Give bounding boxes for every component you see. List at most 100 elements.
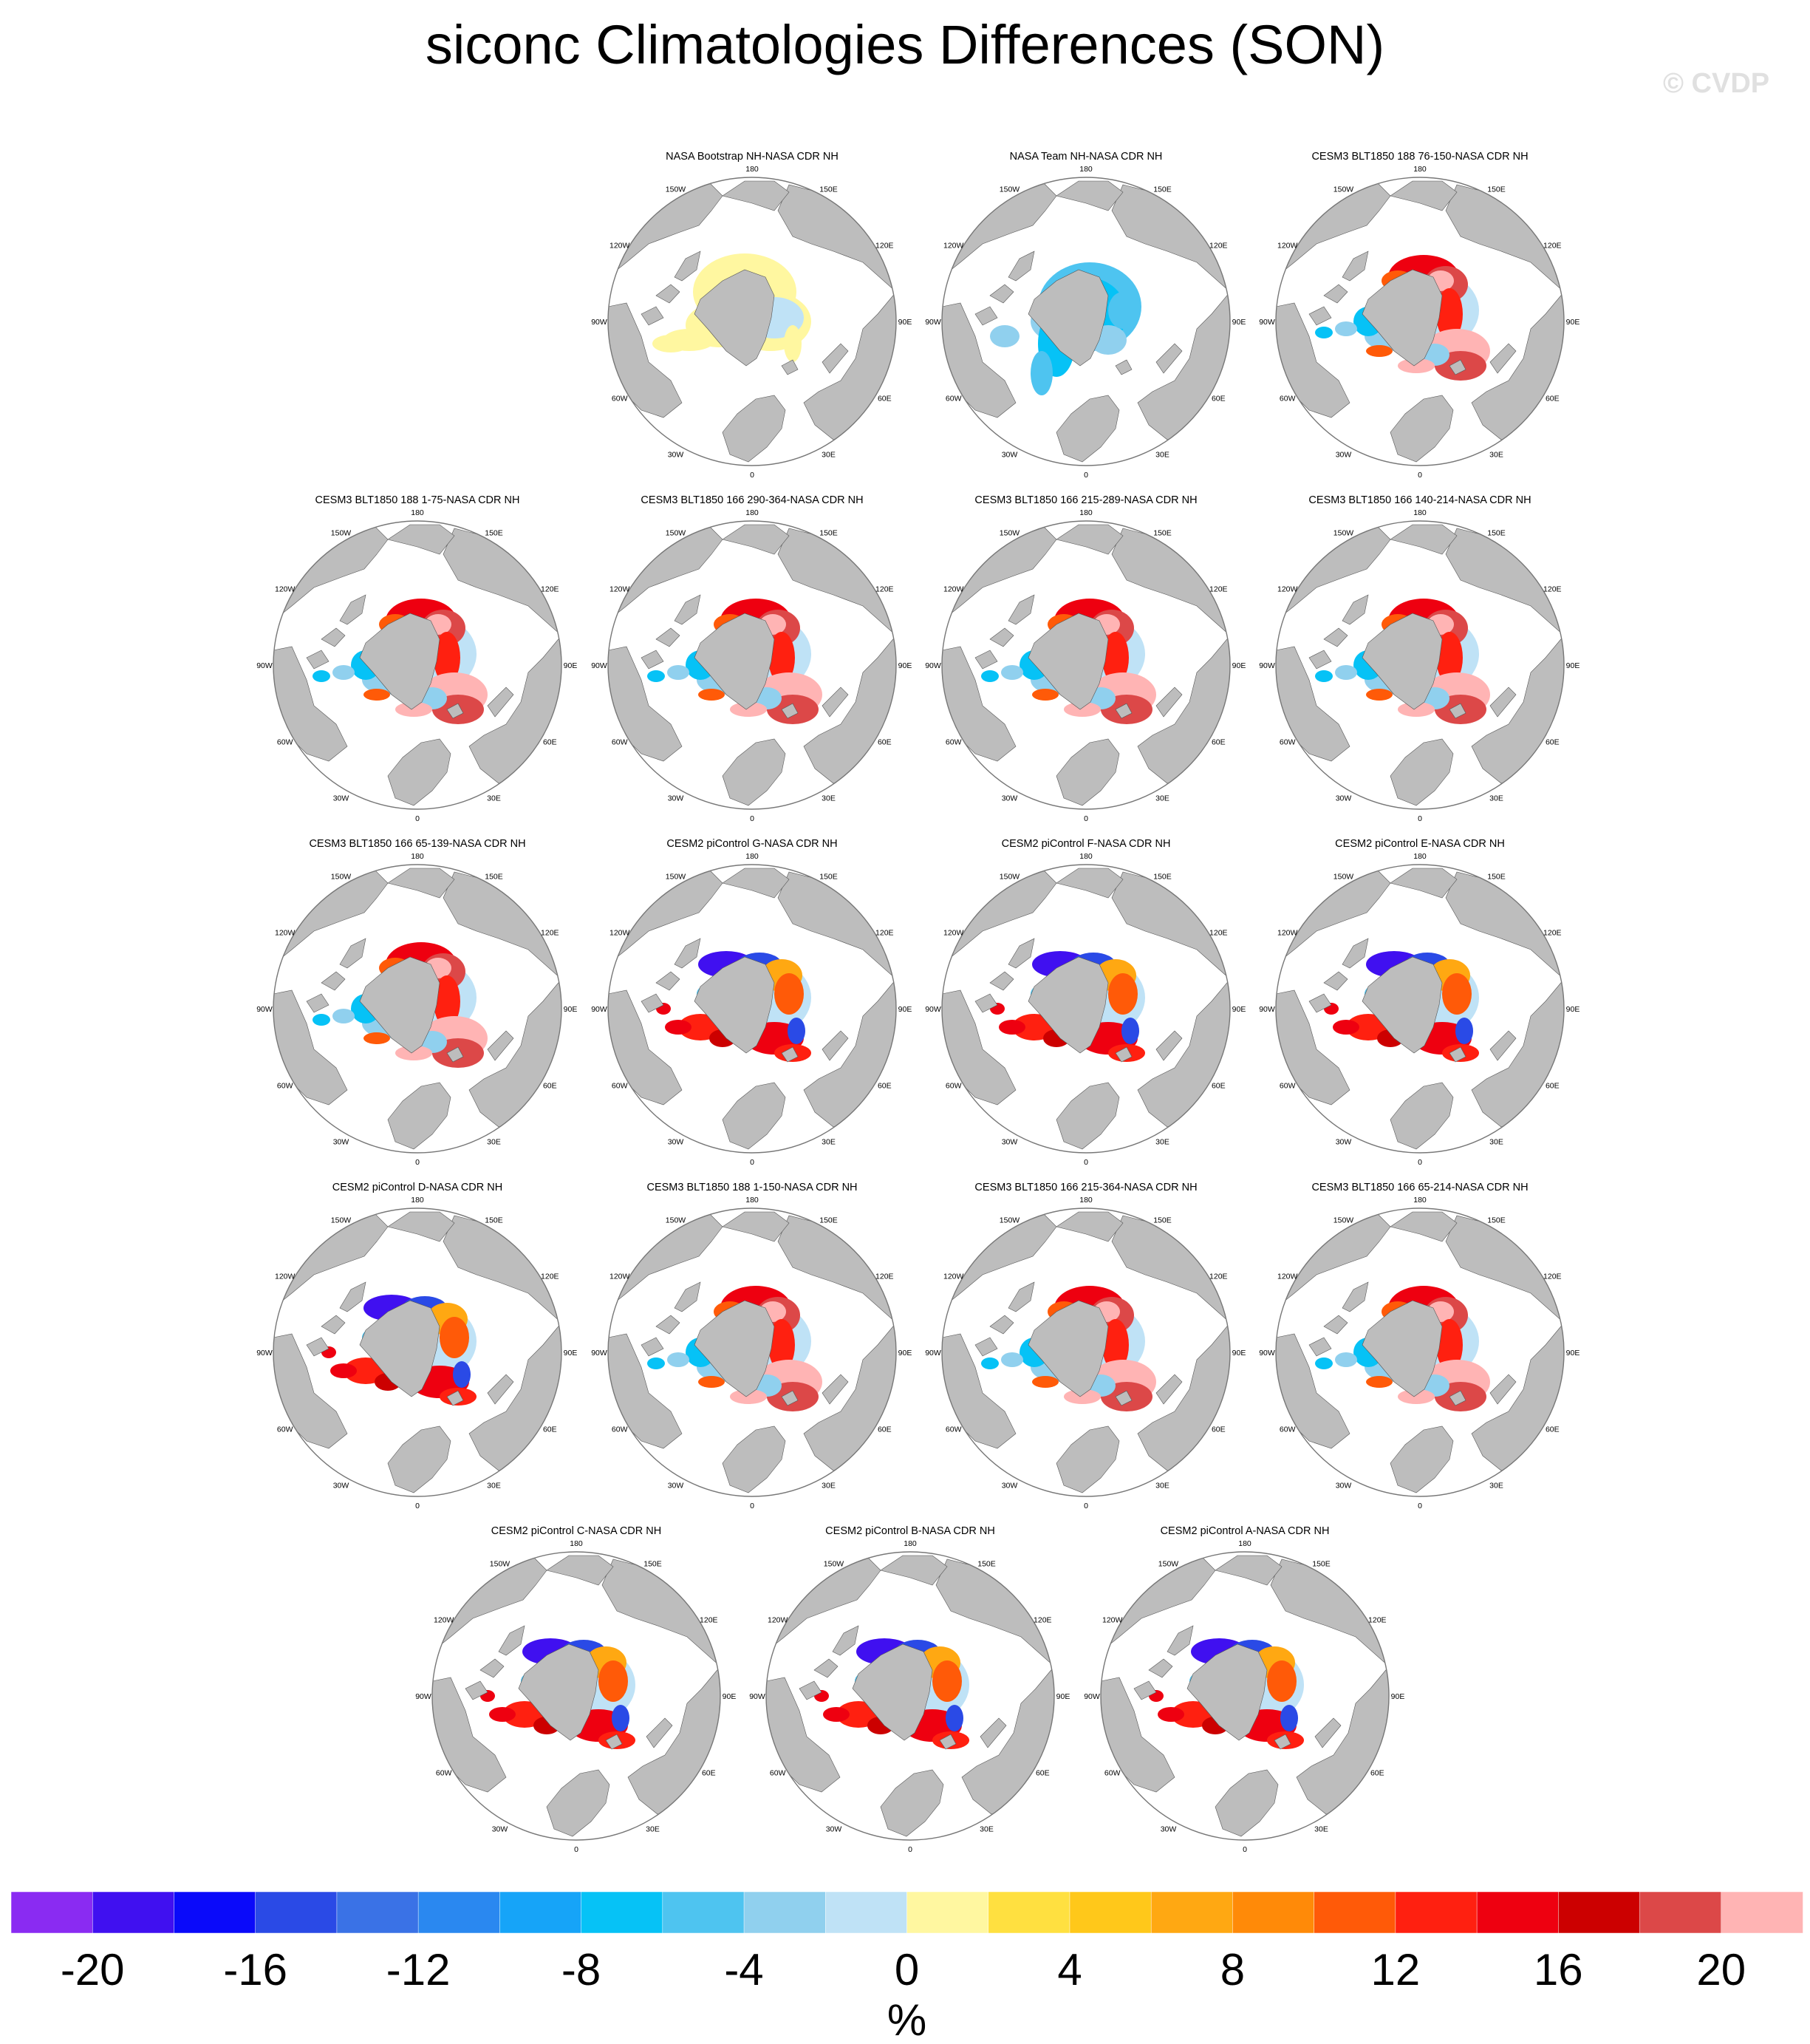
land-mass <box>722 1082 786 1150</box>
longitude-label: 60E <box>543 738 557 747</box>
map-boundary <box>941 177 1231 466</box>
longitude-label: 180 <box>411 508 424 517</box>
panel-title: CESM2 piControl D-NASA CDR NH <box>332 1182 502 1193</box>
land-mass <box>1362 613 1443 710</box>
panel-title: CESM2 piControl B-NASA CDR NH <box>825 1525 995 1537</box>
panel-title: CESM3 BLT1850 188 76-150-NASA CDR NH <box>1311 151 1528 163</box>
map-boundary <box>607 520 897 810</box>
longitude-label: 90E <box>898 1005 912 1014</box>
land-mass <box>1155 687 1183 718</box>
longitude-label: 60E <box>1212 1425 1226 1434</box>
longitude-label: 0 <box>415 1158 420 1167</box>
longitude-label: 90E <box>1232 661 1246 670</box>
longitude-label: 30E <box>980 1825 994 1833</box>
map-panel: CESM2 piControl G-NASA CDR NH 180 150E 120E… <box>591 838 912 1167</box>
longitude-label: 120W <box>275 1273 296 1281</box>
land-mass <box>880 1769 944 1837</box>
longitude-label: 120W <box>609 929 630 938</box>
land-mass <box>1008 594 1035 625</box>
land-mass <box>321 1315 346 1335</box>
land-mass <box>674 594 701 625</box>
longitude-label: 90E <box>898 661 912 670</box>
longitude-label: 60W <box>612 395 628 403</box>
longitude-label: 150E <box>819 873 838 882</box>
anomaly-cell <box>1335 1352 1357 1367</box>
land-mass <box>722 524 790 555</box>
land-mass <box>1362 1300 1443 1397</box>
longitude-label: 90E <box>1056 1692 1070 1701</box>
anomaly-cell <box>313 670 330 682</box>
anomaly-cell <box>990 325 1020 347</box>
anomaly-cell <box>1315 1357 1333 1369</box>
colorbar-tick-label: 12 <box>1371 1945 1421 1994</box>
longitude-label: 90E <box>1566 1005 1580 1014</box>
colorbar-swatch <box>1150 1891 1234 1934</box>
map-boundary <box>1100 1551 1390 1841</box>
longitude-label: 120W <box>1277 242 1298 251</box>
land-mass <box>1008 1281 1035 1312</box>
longitude-label: 90W <box>1259 1349 1275 1357</box>
colorbar-swatch <box>1721 1891 1803 1934</box>
longitude-label: 150E <box>1153 1216 1172 1225</box>
land-mass <box>1390 395 1454 463</box>
longitude-label: 150W <box>824 1560 844 1569</box>
longitude-label: 120E <box>1543 1273 1562 1281</box>
longitude-label: 150E <box>1487 873 1506 882</box>
anomaly-cell <box>1335 665 1357 680</box>
map-boundary <box>1275 177 1565 466</box>
colorbar-swatch <box>1232 1891 1315 1934</box>
land-mass <box>989 1315 1014 1335</box>
longitude-label: 90W <box>591 661 607 670</box>
longitude-label: 180 <box>904 1539 917 1548</box>
longitude-label: 30E <box>1155 1137 1169 1146</box>
longitude-label: 150W <box>1333 529 1354 538</box>
longitude-label: 90W <box>591 1005 607 1014</box>
longitude-label: 90E <box>564 661 578 670</box>
longitude-label: 30E <box>1489 794 1503 803</box>
land-mass <box>1028 269 1109 367</box>
longitude-label: 120W <box>1277 929 1298 938</box>
longitude-label: 180 <box>745 165 759 174</box>
anomaly-cell <box>440 1317 469 1358</box>
longitude-label: 90E <box>1566 661 1580 670</box>
anomaly-cell <box>730 1389 767 1404</box>
longitude-label: 0 <box>415 814 420 823</box>
land-mass <box>974 650 998 670</box>
land-mass <box>989 627 1014 647</box>
land-mass <box>498 1625 525 1656</box>
colorbar-tick-label: -16 <box>223 1945 287 1994</box>
map-boundary <box>941 1207 1231 1497</box>
land-mass <box>1056 395 1120 463</box>
longitude-label: 150W <box>1333 185 1354 194</box>
map-panel: CESM3 BLT1850 166 215-364-NASA CDR NH 180… <box>925 1182 1246 1510</box>
longitude-label: 120W <box>943 242 964 251</box>
longitude-label: 30W <box>668 1481 684 1490</box>
anomaly-cell <box>363 689 390 701</box>
land-mass <box>722 395 786 463</box>
anomaly-cell <box>1032 689 1059 701</box>
longitude-label: 180 <box>1238 1539 1251 1548</box>
panel-title: CESM3 BLT1850 166 290-364-NASA CDR NH <box>641 494 863 506</box>
land-mass <box>1115 1390 1133 1406</box>
anomaly-cell <box>1280 1705 1298 1731</box>
anomaly-cell <box>1436 1319 1463 1371</box>
land-mass <box>1390 524 1458 555</box>
panel-title: CESM3 BLT1850 188 1-150-NASA CDR NH <box>646 1182 857 1193</box>
longitude-label: 60E <box>878 738 892 747</box>
colorbar-swatch <box>1558 1891 1641 1934</box>
anomaly-cell <box>332 665 355 680</box>
anomaly-cell <box>768 632 795 684</box>
land-mass <box>1449 703 1466 719</box>
longitude-label: 90W <box>925 1349 941 1357</box>
longitude-label: 150W <box>331 873 352 882</box>
map-panel: CESM2 piControl E-NASA CDR NH 180 150E 120E… <box>1259 838 1580 1167</box>
land-mass <box>974 306 998 326</box>
land-mass <box>546 1769 610 1837</box>
land-mass <box>694 613 775 710</box>
longitude-label: 60W <box>1280 1425 1296 1434</box>
longitude-label: 60E <box>543 1425 557 1434</box>
longitude-label: 90W <box>415 1692 431 1701</box>
longitude-label: 150W <box>1000 185 1020 194</box>
longitude-label: 150E <box>485 873 503 882</box>
longitude-label: 120E <box>875 1273 894 1281</box>
